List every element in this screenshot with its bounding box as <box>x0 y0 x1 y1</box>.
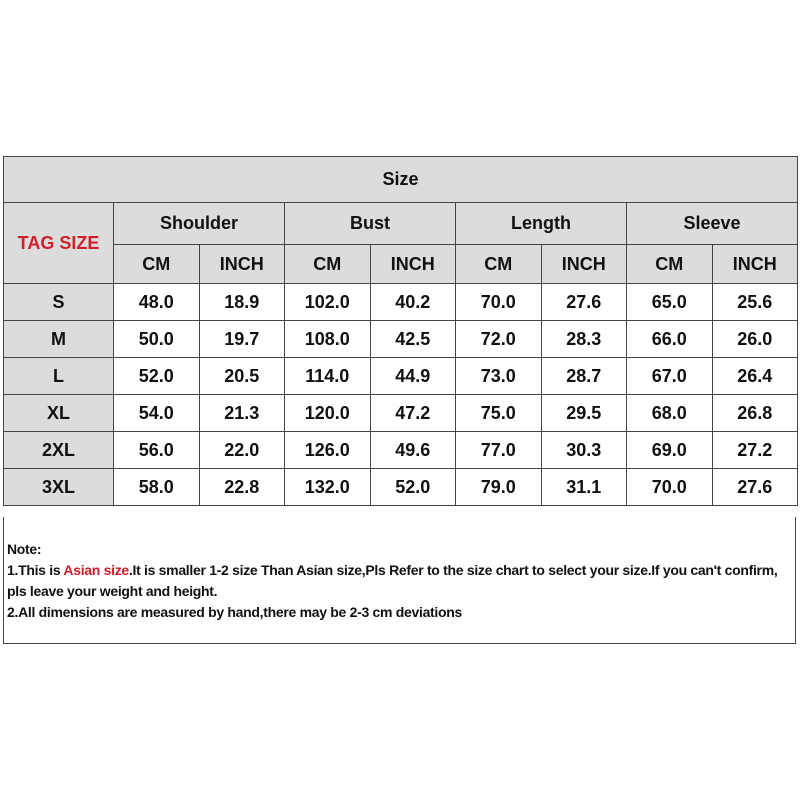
table-row: M 50.0 19.7 108.0 42.5 72.0 28.3 66.0 26.0 <box>3 320 798 358</box>
measurement-cell: 21.3 <box>198 394 285 432</box>
asian-size-highlight: Asian size <box>63 562 129 578</box>
measurement-cell: 56.0 <box>113 431 200 469</box>
measurement-cell: 77.0 <box>455 431 542 469</box>
table-row: XL 54.0 21.3 120.0 47.2 75.0 29.5 68.0 26.8 <box>3 394 798 432</box>
measurement-cell: 44.9 <box>369 357 456 395</box>
measurement-cell: 22.8 <box>198 468 285 506</box>
measurement-cell: 26.8 <box>711 394 798 432</box>
measurement-cell: 47.2 <box>369 394 456 432</box>
note-line-1: 1.This is Asian size.It is smaller 1-2 s… <box>7 560 793 602</box>
measurement-cell: 42.5 <box>369 320 456 358</box>
table-row: S 48.0 18.9 102.0 40.2 70.0 27.6 65.0 25.6 <box>3 283 798 321</box>
measurement-cell: 108.0 <box>284 320 371 358</box>
unit-header: INCH <box>711 244 798 284</box>
measurement-cell: 67.0 <box>626 357 713 395</box>
table-row: L 52.0 20.5 114.0 44.9 73.0 28.7 67.0 26.4 <box>3 357 798 395</box>
measurement-cell: 31.1 <box>540 468 627 506</box>
measurement-cell: 49.6 <box>369 431 456 469</box>
measurement-cell: 25.6 <box>711 283 798 321</box>
measurement-cell: 28.3 <box>540 320 627 358</box>
tag-size-header: TAG SIZE <box>3 202 114 284</box>
note-text: 1.This is <box>7 562 64 578</box>
table-row: 3XL 58.0 22.8 132.0 52.0 79.0 31.1 70.0 27.6 <box>3 468 798 506</box>
measurement-cell: 40.2 <box>369 283 456 321</box>
measurement-cell: 22.0 <box>198 431 285 469</box>
measurement-cell: 52.0 <box>113 357 200 395</box>
unit-header: CM <box>455 244 542 284</box>
measurement-cell: 73.0 <box>455 357 542 395</box>
group-header: Sleeve <box>626 202 798 245</box>
measurement-cell: 72.0 <box>455 320 542 358</box>
note-line-2: 2.All dimensions are measured by hand,th… <box>7 604 462 620</box>
measurement-cell: 29.5 <box>540 394 627 432</box>
measurement-cell: 30.3 <box>540 431 627 469</box>
measurement-cell: 79.0 <box>455 468 542 506</box>
measurement-cell: 66.0 <box>626 320 713 358</box>
measurement-cell: 54.0 <box>113 394 200 432</box>
measurement-cell: 27.6 <box>711 468 798 506</box>
group-header: Bust <box>284 202 456 245</box>
measurement-cell: 132.0 <box>284 468 371 506</box>
unit-header: CM <box>284 244 371 284</box>
unit-header: INCH <box>369 244 456 284</box>
table-title: Size <box>3 156 798 203</box>
size-chart-table: Size TAG SIZE Shoulder Bust Length Sleeve C… <box>3 156 798 506</box>
size-label: XL <box>3 394 114 432</box>
measurement-cell: 120.0 <box>284 394 371 432</box>
measurement-cell: 48.0 <box>113 283 200 321</box>
measurement-cell: 69.0 <box>626 431 713 469</box>
unit-header: CM <box>113 244 200 284</box>
table-row: 2XL 56.0 22.0 126.0 49.6 77.0 30.3 69.0 27.2 <box>3 431 798 469</box>
unit-header: CM <box>626 244 713 284</box>
size-label: S <box>3 283 114 321</box>
note-heading: Note: <box>7 541 42 557</box>
measurement-cell: 19.7 <box>198 320 285 358</box>
size-label: 3XL <box>3 468 114 506</box>
note-section: Note: 1.This is Asian size.It is smaller… <box>3 517 796 644</box>
group-header: Length <box>455 202 627 245</box>
size-label: 2XL <box>3 431 114 469</box>
measurement-cell: 126.0 <box>284 431 371 469</box>
measurement-cell: 114.0 <box>284 357 371 395</box>
measurement-cell: 70.0 <box>626 468 713 506</box>
measurement-cell: 26.0 <box>711 320 798 358</box>
measurement-cell: 58.0 <box>113 468 200 506</box>
measurement-cell: 65.0 <box>626 283 713 321</box>
measurement-cell: 102.0 <box>284 283 371 321</box>
measurement-cell: 27.2 <box>711 431 798 469</box>
measurement-cell: 27.6 <box>540 283 627 321</box>
measurement-cell: 28.7 <box>540 357 627 395</box>
measurement-cell: 50.0 <box>113 320 200 358</box>
unit-header: INCH <box>540 244 627 284</box>
measurement-cell: 68.0 <box>626 394 713 432</box>
size-label: M <box>3 320 114 358</box>
size-label: L <box>3 357 114 395</box>
measurement-cell: 52.0 <box>369 468 456 506</box>
measurement-cell: 18.9 <box>198 283 285 321</box>
measurement-cell: 70.0 <box>455 283 542 321</box>
group-header: Shoulder <box>113 202 285 245</box>
measurement-cell: 20.5 <box>198 357 285 395</box>
measurement-cell: 26.4 <box>711 357 798 395</box>
note-text: .It is smaller 1-2 size Than Asian size,… <box>7 562 778 599</box>
unit-header: INCH <box>198 244 285 284</box>
measurement-cell: 75.0 <box>455 394 542 432</box>
